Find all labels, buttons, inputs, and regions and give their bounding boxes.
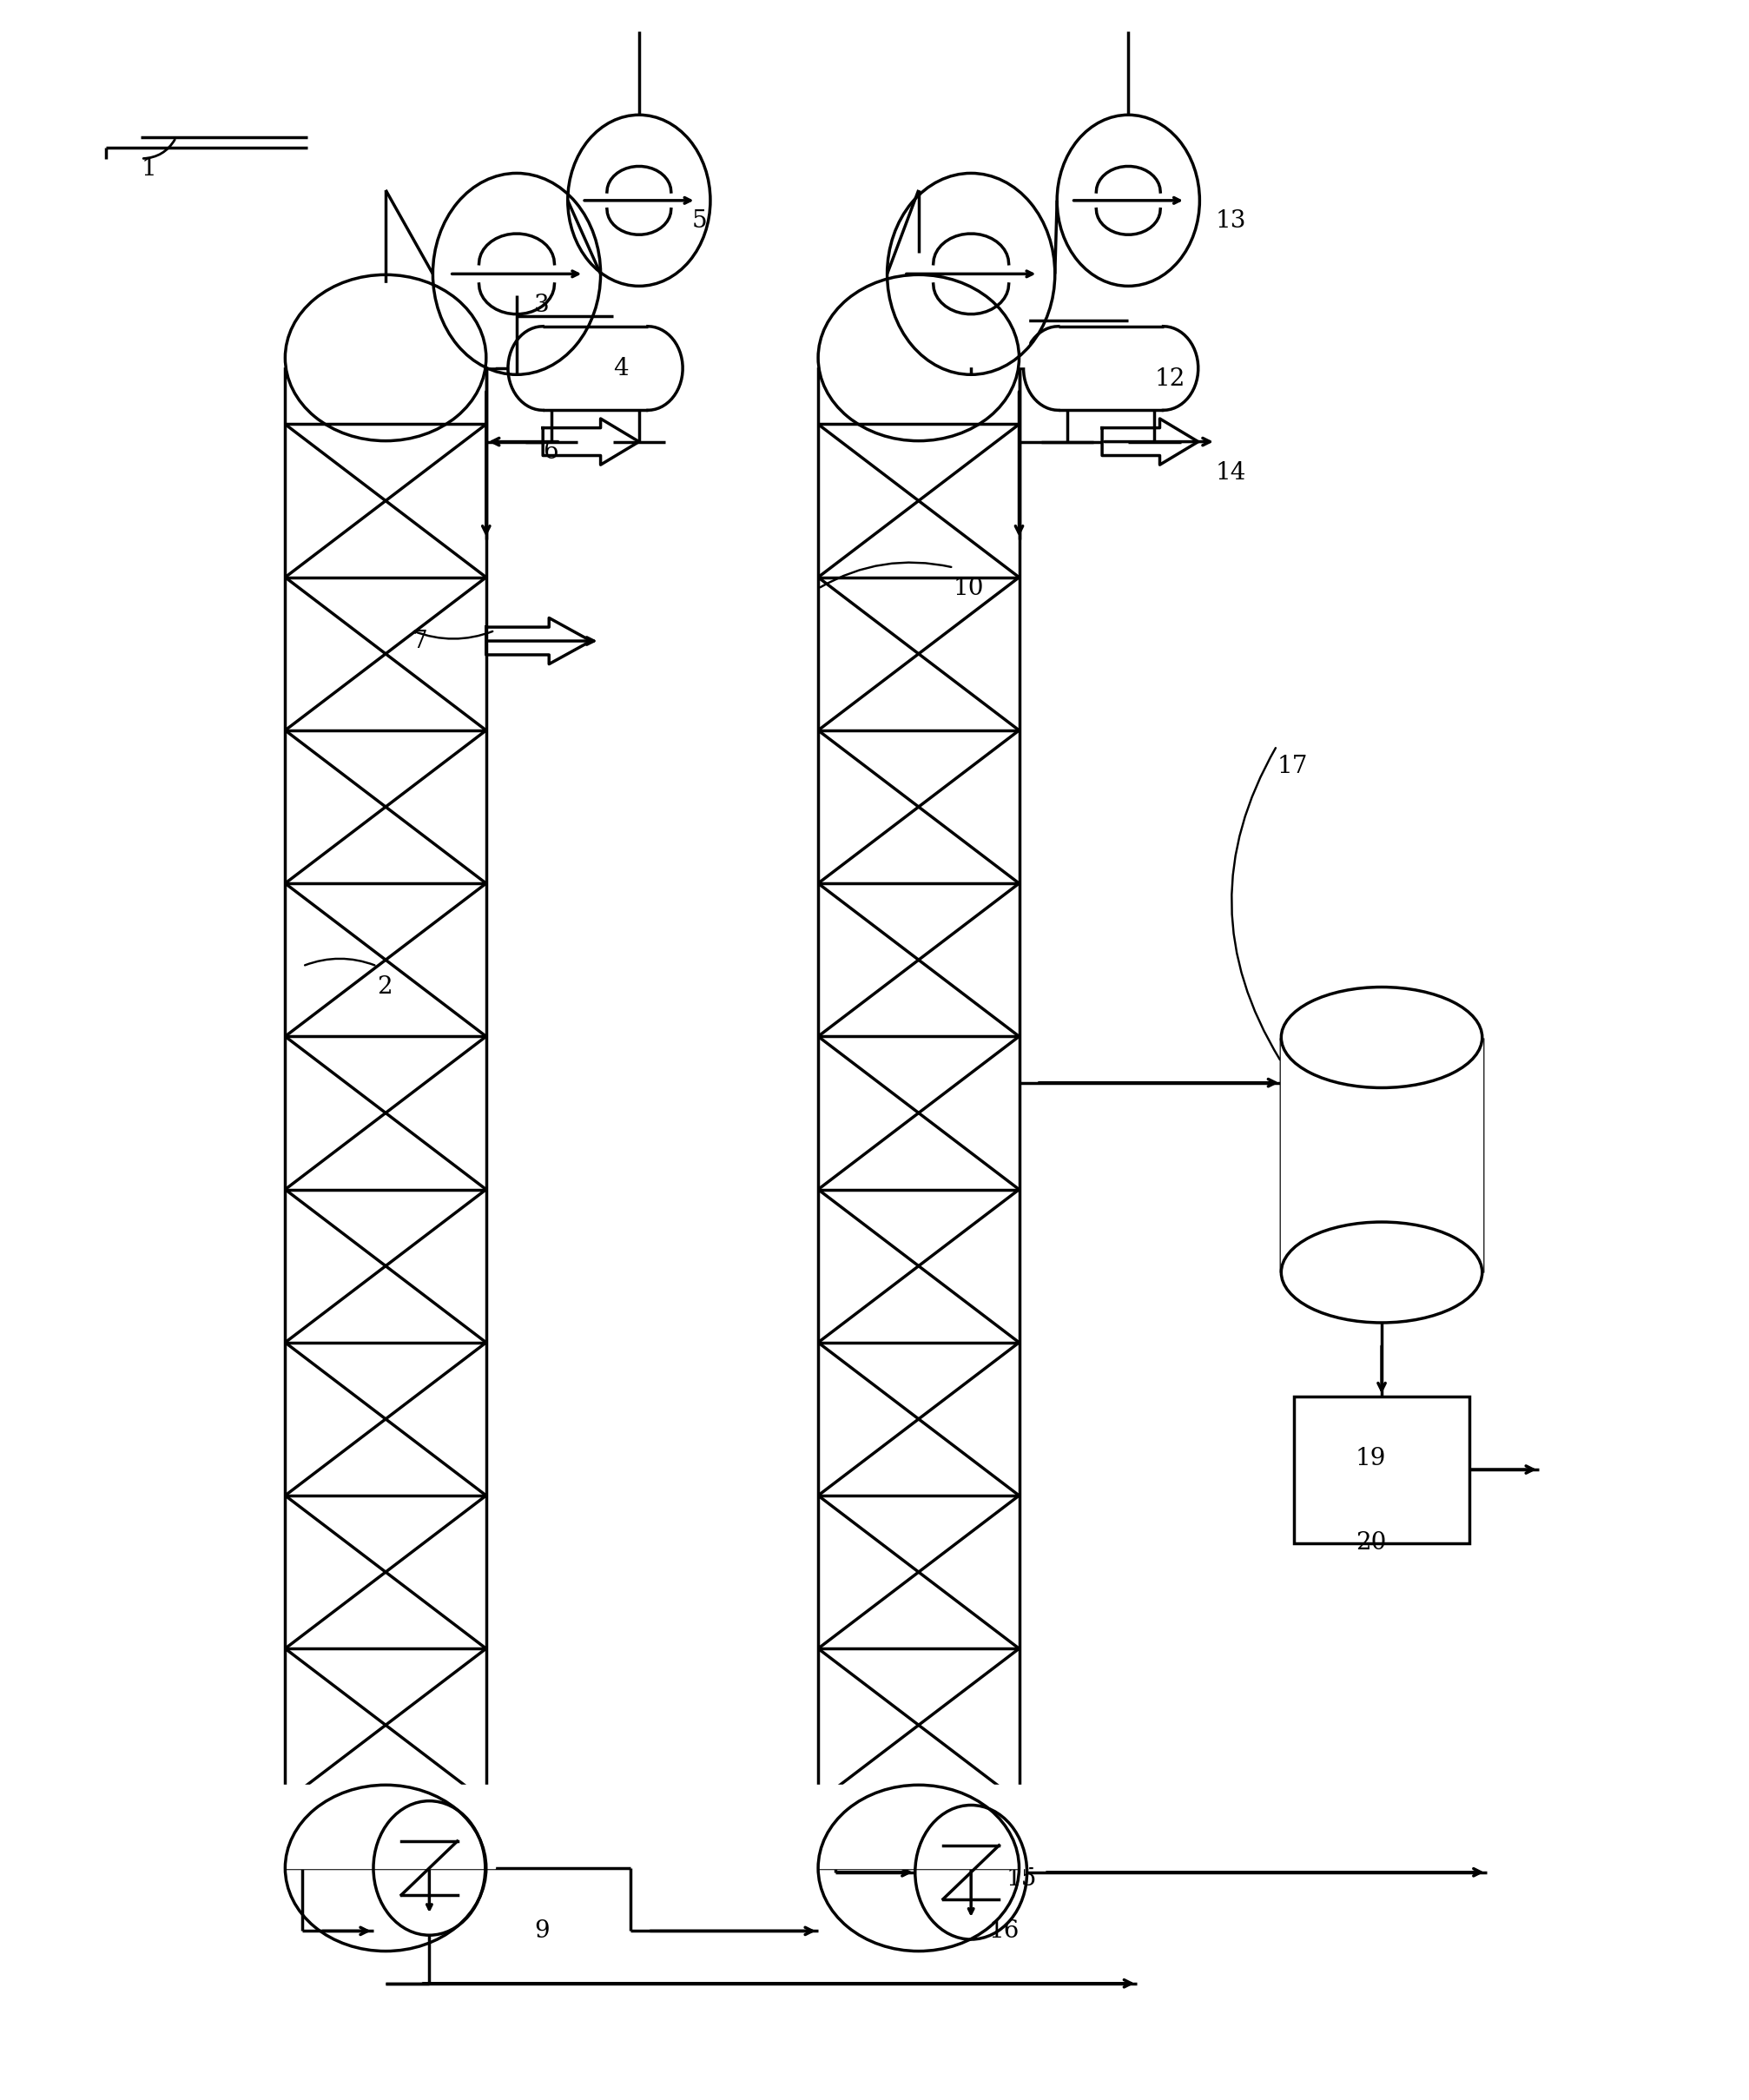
Text: 20: 20 — [1355, 1531, 1385, 1554]
Bar — [1280, 1033, 1481, 1277]
Text: 6: 6 — [542, 441, 558, 464]
Bar — [276, 1785, 495, 1869]
Text: 17: 17 — [1277, 756, 1307, 779]
Bar — [810, 284, 1027, 365]
Text: 9: 9 — [533, 1919, 549, 1942]
Text: 19: 19 — [1355, 1447, 1385, 1470]
Text: 2: 2 — [376, 974, 392, 1000]
Text: 14: 14 — [1216, 462, 1245, 485]
Text: 18: 18 — [1355, 1058, 1385, 1084]
Bar — [276, 284, 495, 365]
Text: 4: 4 — [612, 357, 628, 380]
Bar — [810, 1785, 1027, 1869]
Text: 10: 10 — [953, 578, 985, 601]
Text: 5: 5 — [691, 210, 707, 233]
Text: 16: 16 — [988, 1919, 1018, 1942]
Text: 13: 13 — [1216, 210, 1245, 233]
Text: 7: 7 — [411, 630, 427, 653]
Text: 11: 11 — [971, 294, 1002, 317]
Text: 15: 15 — [1006, 1867, 1035, 1890]
Text: 1: 1 — [142, 158, 156, 181]
Text: 3: 3 — [533, 294, 549, 317]
Text: 8: 8 — [429, 1846, 444, 1869]
Bar — [1294, 1396, 1469, 1544]
Text: 12: 12 — [1154, 368, 1184, 391]
